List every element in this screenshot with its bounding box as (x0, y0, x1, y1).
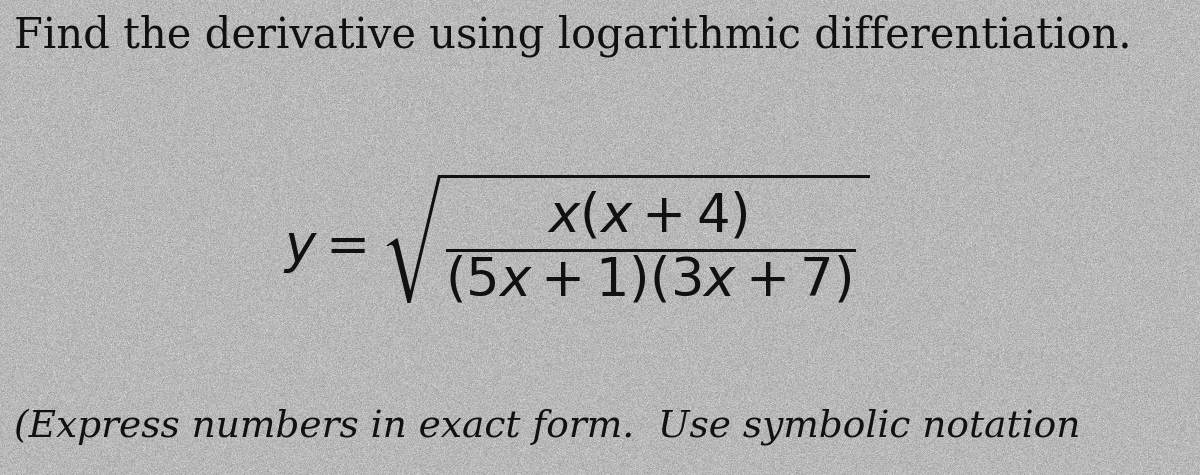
Text: Find the derivative using logarithmic differentiation.: Find the derivative using logarithmic di… (14, 14, 1132, 57)
Text: $y = \sqrt{\dfrac{x(x+4)}{(5x+1)(3x+7)}}$: $y = \sqrt{\dfrac{x(x+4)}{(5x+1)(3x+7)}}… (283, 171, 869, 304)
Text: (Express numbers in exact form.  Use symbolic notation: (Express numbers in exact form. Use symb… (14, 409, 1081, 446)
